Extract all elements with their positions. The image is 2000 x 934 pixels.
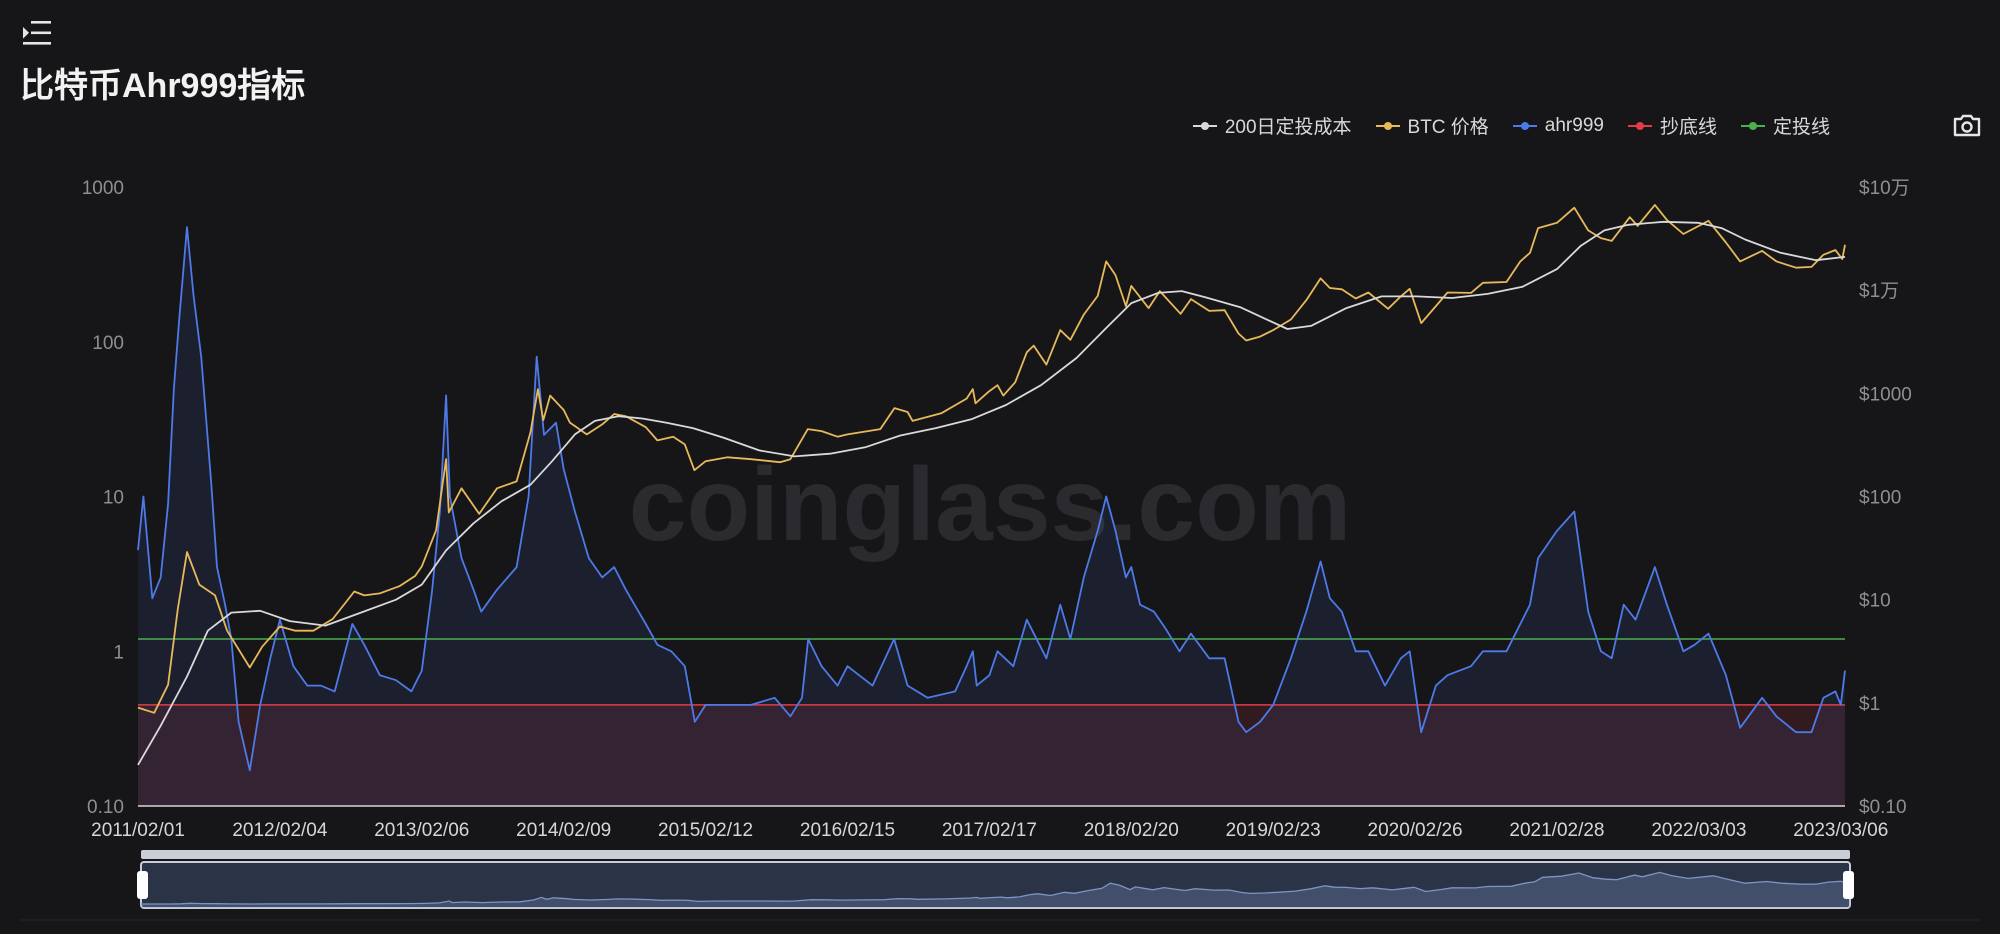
y-left-tick-label: 1 xyxy=(113,642,124,663)
y-right-tick-label: $1万 xyxy=(1859,281,1899,302)
x-tick-label: 2013/02/06 xyxy=(374,820,469,841)
legend-item-bottom-line[interactable]: 抄底线 xyxy=(1627,112,1717,139)
zoom-mini-line xyxy=(141,871,1851,905)
y-right-tick-label: $100 xyxy=(1859,488,1901,509)
bottom-zone-fill xyxy=(138,704,1845,806)
x-tick-label: 2015/02/12 xyxy=(658,820,753,841)
y-right-tick-label: $1000 xyxy=(1859,384,1912,405)
legend-label: BTC 价格 xyxy=(1407,117,1489,138)
legend-item-ahr999[interactable]: ahr999 xyxy=(1512,112,1604,139)
dca-cost-line xyxy=(137,220,1846,766)
x-tick-label: 2020/02/26 xyxy=(1368,820,1463,841)
x-tick-label: 2017/02/17 xyxy=(942,820,1037,841)
watermark: coinglass.com xyxy=(629,447,1351,563)
y-right-tick-label: $0.10 xyxy=(1859,797,1907,818)
y-right-tick-label: $1 xyxy=(1859,694,1880,715)
y-left-tick-label: 1000 xyxy=(82,178,124,199)
legend-label: 200日定投成本 xyxy=(1224,117,1352,138)
legend-item-btc-price[interactable]: BTC 价格 xyxy=(1375,112,1489,139)
ahr999-line xyxy=(137,226,1846,772)
legend-label: 抄底线 xyxy=(1659,117,1717,138)
legend-marker xyxy=(1192,120,1217,132)
y-left-tick-label: 100 xyxy=(92,333,124,354)
camera-icon[interactable] xyxy=(1952,112,1982,138)
legend-marker xyxy=(1740,120,1765,132)
legend-marker xyxy=(1512,120,1537,132)
zoom-handle-bar xyxy=(141,850,1850,859)
y-left-tick-label: 0.10 xyxy=(87,797,124,818)
x-tick-label: 2018/02/20 xyxy=(1084,820,1179,841)
x-tick-label: 2011/02/01 xyxy=(91,820,185,841)
zoom-handle-left[interactable] xyxy=(137,871,148,899)
x-tick-label: 2022/03/03 xyxy=(1651,820,1746,841)
legend-item-dca-line[interactable]: 定投线 xyxy=(1740,112,1830,139)
legend-label: ahr999 xyxy=(1544,114,1604,136)
legend-label: 定投线 xyxy=(1772,117,1830,138)
x-tick-label: 2014/02/09 xyxy=(516,820,611,841)
legend-item-dca-cost[interactable]: 200日定投成本 xyxy=(1192,112,1352,139)
x-tick-label: 2019/02/23 xyxy=(1226,820,1321,841)
menu-collapse-icon[interactable] xyxy=(20,16,54,50)
y-left-tick-label: 10 xyxy=(103,488,124,509)
zoom-handle-right[interactable] xyxy=(1843,871,1854,899)
legend-marker xyxy=(1627,120,1652,132)
x-tick-label: 2021/02/28 xyxy=(1509,820,1604,841)
legend-marker xyxy=(1375,120,1400,132)
chart-legend: 200日定投成本 BTC 价格 ahr999 抄底线 定投线 xyxy=(1192,112,1830,139)
x-tick-label: 2012/02/04 xyxy=(232,820,328,841)
x-tick-label: 2023/03/06 xyxy=(1793,820,1888,841)
x-tick-label: 2016/02/15 xyxy=(800,820,895,841)
ahr999-area-fill xyxy=(138,227,1845,806)
y-right-tick-label: $10万 xyxy=(1859,178,1910,199)
y-right-tick-label: $10 xyxy=(1859,591,1891,612)
btc-price-line xyxy=(137,203,1846,714)
page-title: 比特币Ahr999指标 xyxy=(20,67,306,105)
